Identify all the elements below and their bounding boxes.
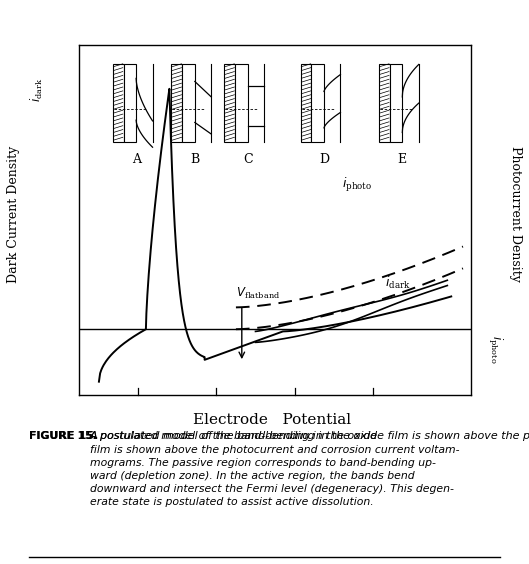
Text: A: A xyxy=(132,153,141,166)
Bar xyxy=(113,64,124,142)
Text: B: B xyxy=(190,153,199,166)
Text: D: D xyxy=(319,153,329,166)
Text: A postulated model of the band-bending in the oxide
film is shown above the phot: A postulated model of the band-bending i… xyxy=(90,431,459,508)
Text: E: E xyxy=(398,153,407,166)
Bar xyxy=(312,64,324,142)
Text: $\mathit{i}_{\mathregular{photo}}$: $\mathit{i}_{\mathregular{photo}}$ xyxy=(486,336,504,364)
Bar xyxy=(171,64,183,142)
Bar xyxy=(124,64,136,142)
Bar xyxy=(390,64,403,142)
Text: $\mathit{i}_{\mathregular{photo}}$: $\mathit{i}_{\mathregular{photo}}$ xyxy=(342,176,372,194)
Bar xyxy=(235,64,248,142)
Text: $\mathit{i}_{\mathregular{dark}}$: $\mathit{i}_{\mathregular{dark}}$ xyxy=(385,275,411,292)
Text: FIGURE 15.: FIGURE 15. xyxy=(29,431,97,442)
Text: Dark Current Density: Dark Current Density xyxy=(7,146,20,283)
Text: Photocurrent Density: Photocurrent Density xyxy=(509,147,522,282)
Bar xyxy=(183,64,195,142)
Text: C: C xyxy=(243,153,252,166)
Text: $\mathit{V}_{\mathregular{flatband}}$: $\mathit{V}_{\mathregular{flatband}}$ xyxy=(236,286,280,301)
Text: Electrode   Potential: Electrode Potential xyxy=(194,413,351,427)
Text: A postulated model of the band-bending in the oxide film is shown above the phot: A postulated model of the band-bending i… xyxy=(90,431,529,442)
Bar xyxy=(379,64,390,142)
Text: $\mathit{i}_{\mathregular{dark}}$: $\mathit{i}_{\mathregular{dark}}$ xyxy=(29,78,45,103)
Bar xyxy=(224,64,235,142)
Text: FIGURE 15.: FIGURE 15. xyxy=(29,431,98,442)
Bar xyxy=(300,64,312,142)
